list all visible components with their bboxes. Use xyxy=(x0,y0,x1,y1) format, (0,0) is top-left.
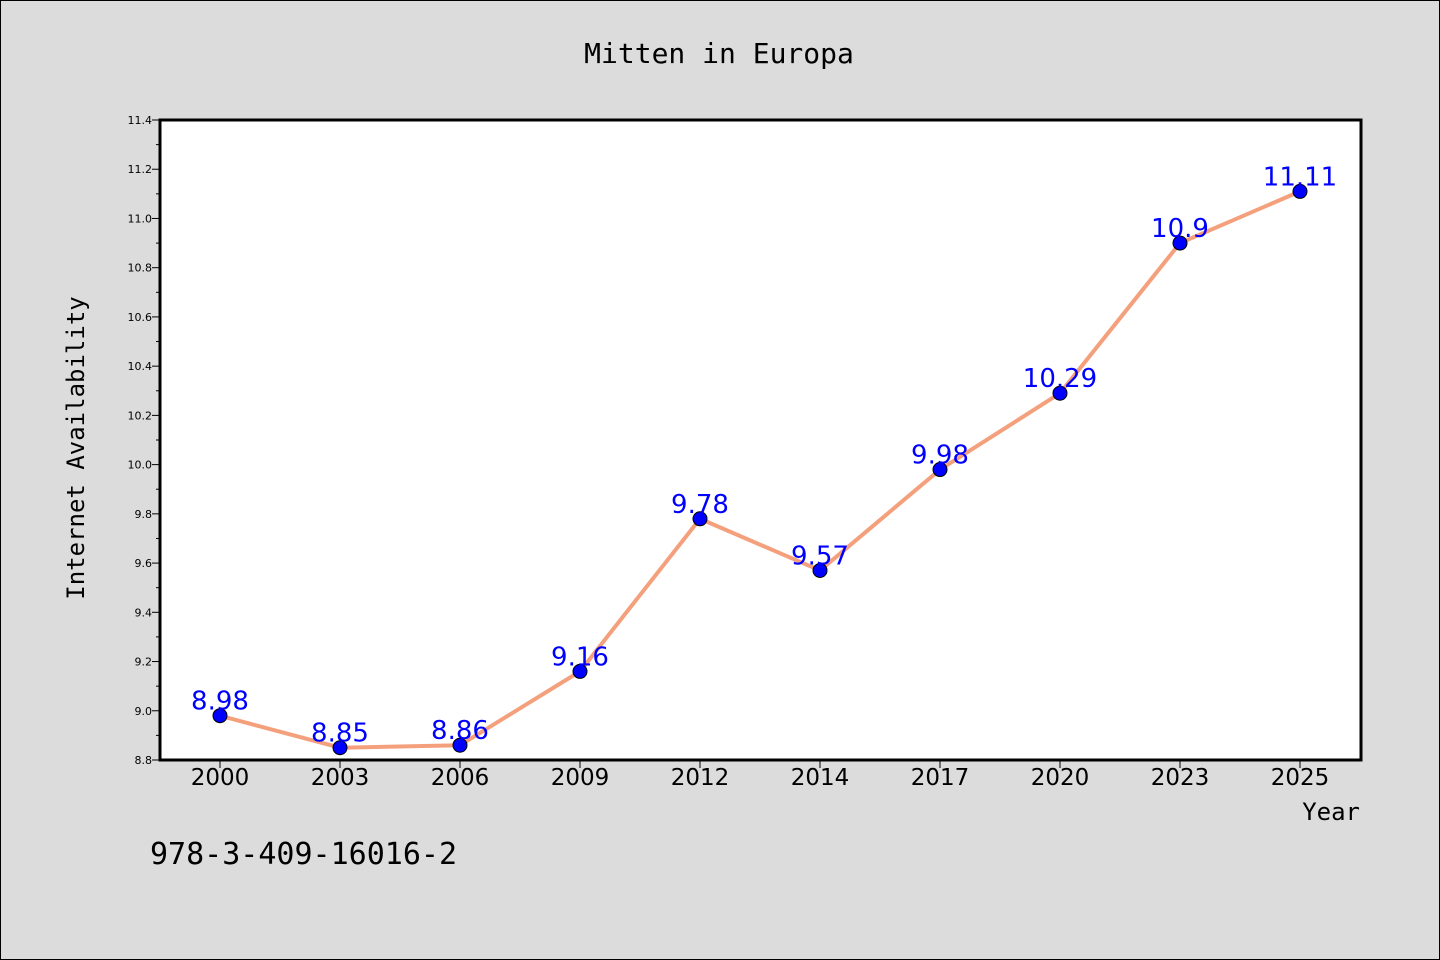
y-tick-label: 10.8 xyxy=(128,262,153,275)
data-label: 9.57 xyxy=(791,541,849,571)
x-tick-label: 2020 xyxy=(1031,765,1090,791)
data-label: 8.85 xyxy=(311,719,369,749)
y-tick-label: 10.2 xyxy=(128,409,153,422)
x-axis: 2000 2003 2006 2009 2012 2014 2017 2020 2023 2025 xyxy=(191,760,1330,791)
data-label: 8.86 xyxy=(431,716,489,746)
x-tick-label: 2014 xyxy=(791,765,850,791)
data-point xyxy=(1292,183,1308,199)
y-tick-label: 9.8 xyxy=(135,508,153,521)
data-point xyxy=(572,663,588,679)
y-tick-label: 11.4 xyxy=(128,114,153,127)
series-line xyxy=(219,189,1301,750)
x-tick-label: 2006 xyxy=(431,765,490,791)
data-point xyxy=(452,737,468,753)
y-axis-label: Internet Availability xyxy=(62,296,90,599)
y-tick-label: 9.6 xyxy=(135,557,153,570)
series-internet-availability: 8.98 8.85 8.86 9.16 9.78 9.57 9.98 10.29 10.9 11.… xyxy=(191,162,1337,756)
data-point xyxy=(332,740,348,756)
x-tick-label: 2025 xyxy=(1271,765,1330,791)
y-tick-label: 9.0 xyxy=(135,705,153,718)
data-point xyxy=(1052,385,1068,401)
x-tick-label: 2009 xyxy=(551,765,610,791)
x-tick-label: 2023 xyxy=(1151,765,1210,791)
plot-area xyxy=(158,118,1363,762)
data-label: 9.78 xyxy=(671,490,729,520)
y-tick-label: 10.0 xyxy=(128,459,153,472)
data-label: 9.16 xyxy=(551,642,609,672)
x-tick-label: 2012 xyxy=(671,765,730,791)
x-tick-label: 2003 xyxy=(311,765,370,791)
y-tick-label: 11.2 xyxy=(128,163,153,176)
data-label: 10.29 xyxy=(1023,364,1097,394)
data-point xyxy=(1172,235,1188,251)
y-tick-label: 10.4 xyxy=(128,360,153,373)
y-tick-label: 9.4 xyxy=(135,606,153,619)
y-tick-label: 8.8 xyxy=(135,754,153,767)
y-tick-label: 11.0 xyxy=(128,212,153,225)
data-point xyxy=(932,462,948,478)
footnote-isbn: 978-3-409-16016-2 xyxy=(150,837,457,872)
data-label: 10.9 xyxy=(1151,214,1209,244)
data-label: 11.11 xyxy=(1263,162,1337,192)
x-tick-label: 2017 xyxy=(911,765,970,791)
x-tick-label: 2000 xyxy=(191,765,250,791)
data-label: 9.98 xyxy=(911,441,969,471)
data-point xyxy=(692,511,708,527)
data-label: 8.98 xyxy=(191,687,249,717)
x-axis-label: Year xyxy=(1302,798,1360,826)
y-axis: 8.8 9.0 9.2 9.4 9.6 9.8 10.0 10.2 10.4 10.6 10.8 11… xyxy=(128,114,160,767)
data-point xyxy=(812,562,828,578)
y-tick-label: 9.2 xyxy=(135,656,153,669)
chart-title: Mitten in Europa xyxy=(584,37,854,70)
y-tick-label: 10.6 xyxy=(128,311,153,324)
data-point xyxy=(212,708,228,724)
